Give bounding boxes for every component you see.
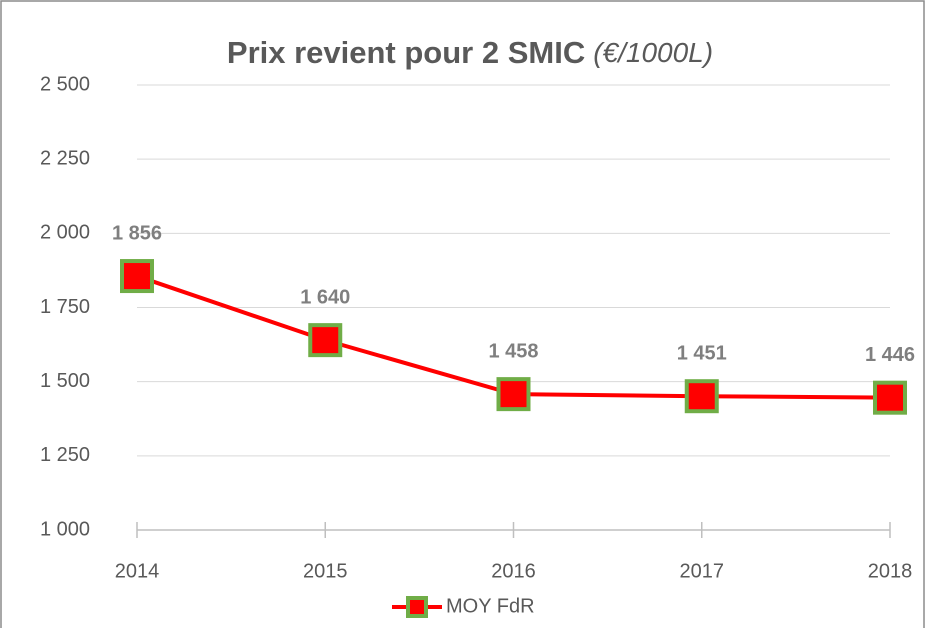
y-tick-label: 2 500 (40, 73, 90, 95)
legend-label: MOY FdR (446, 595, 535, 617)
chart-title-group: Prix revient pour 2 SMIC (€/1000L) (227, 35, 713, 70)
marker (496, 377, 531, 412)
x-tick-label: 2017 (680, 560, 725, 582)
x-tick-label: 2014 (115, 560, 160, 582)
chart-title: Prix revient pour 2 SMIC (227, 35, 585, 70)
data-label: 1 458 (488, 340, 538, 362)
marker (684, 379, 719, 414)
legend-marker (406, 596, 428, 618)
y-tick-label: 2 250 (40, 147, 90, 169)
marker (120, 259, 154, 294)
x-tick-label: 2018 (868, 560, 913, 582)
data-label: 1 446 (865, 344, 915, 366)
x-tick-label: 2015 (303, 560, 348, 582)
y-tick-label: 2 000 (40, 222, 90, 244)
y-tick-label: 1 500 (40, 370, 90, 392)
data-label: 1 640 (300, 286, 350, 308)
marker (308, 323, 343, 358)
chart-title-unit: (€/1000L) (593, 37, 713, 68)
y-tick-label: 1 750 (40, 296, 90, 318)
data-label: 1 451 (677, 342, 727, 364)
marker (873, 380, 907, 415)
y-tick-label: 1 000 (40, 518, 90, 540)
y-tick-label: 1 250 (40, 444, 90, 466)
data-label: 1 856 (112, 222, 162, 244)
x-tick-label: 2016 (491, 560, 536, 582)
